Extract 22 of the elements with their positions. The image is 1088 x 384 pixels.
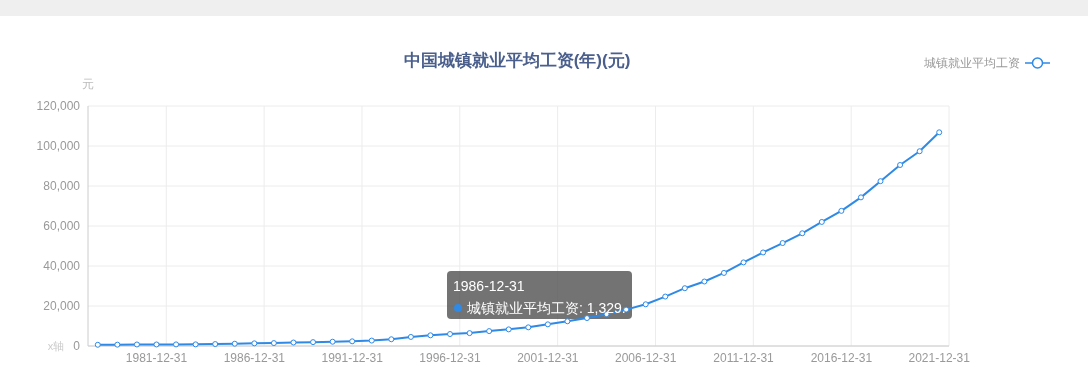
x-tick-label: 1991-12-31 xyxy=(321,351,384,365)
annotation: 1986-12-31 xyxy=(453,278,525,294)
x-tick-label: 1986-12-31 xyxy=(223,351,286,365)
y-tick-label: 60,000 xyxy=(43,219,81,233)
y-tick-label: 100,000 xyxy=(36,139,81,153)
x-tick-label: 2021-12-31 xyxy=(908,351,971,365)
annotation: 城镇就业平均工资: 1,329. xyxy=(466,300,626,316)
y-axis-title: 元 xyxy=(82,77,94,91)
y-tick-label: 40,000 xyxy=(43,259,81,273)
y-tick-label: 20,000 xyxy=(43,299,81,313)
x-tick-label: 1981-12-31 xyxy=(125,351,188,365)
y-tick-label: 80,000 xyxy=(43,179,81,193)
x-tick-label: 1996-12-31 xyxy=(419,351,482,365)
x-tick-label: 2016-12-31 xyxy=(810,351,873,365)
x-tick-label: 2006-12-31 xyxy=(615,351,677,365)
x-tick-label: 2011-12-31 xyxy=(713,351,775,365)
x-tick-label: 2001-12-31 xyxy=(517,351,579,365)
y-tick-label: 0 xyxy=(73,339,81,353)
legend-label: 城镇就业平均工资 xyxy=(923,56,1020,70)
chart-title: 中国城镇就业平均工资(年)(元) xyxy=(403,51,631,70)
y-tick-label: 120,000 xyxy=(36,99,81,113)
tooltip: 1986-12-31 城镇就业平均工资: 1,329. xyxy=(453,278,626,316)
